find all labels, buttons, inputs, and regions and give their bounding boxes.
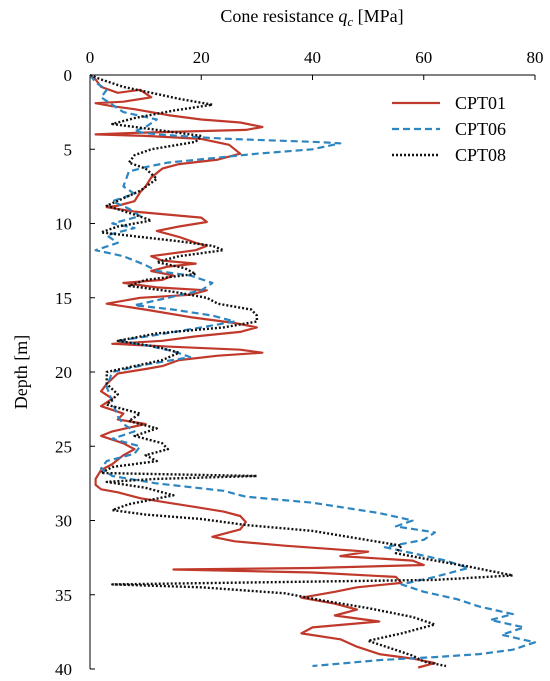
series-line-cpt01 (89, 74, 436, 669)
x-tick-label: 80 (527, 48, 544, 67)
x-axis-title: Cone resistance qc [MPa] (220, 6, 403, 29)
y-tick-label: 10 (55, 215, 72, 234)
y-tick-label: 0 (64, 66, 73, 85)
legend-label-cpt06: CPT06 (455, 119, 506, 139)
legend-label-cpt01: CPT01 (455, 93, 506, 113)
y-tick-label: 30 (55, 512, 72, 531)
y-tick-label: 25 (55, 437, 72, 456)
y-tick-label: 40 (55, 660, 72, 679)
x-ticks: 0 20 40 60 80 (86, 48, 544, 80)
plot-area: 0 20 40 60 80 0 5 10 15 20 25 30 35 40 (55, 48, 544, 679)
y-tick-label: 5 (64, 140, 73, 159)
series-line-cpt08 (89, 73, 514, 668)
x-tick-label: 40 (304, 48, 321, 67)
y-tick-label: 20 (55, 363, 72, 382)
y-ticks: 0 5 10 15 20 25 30 35 40 (55, 66, 95, 679)
legend: CPT01 CPT06 CPT08 (392, 93, 506, 165)
series-group (89, 73, 537, 669)
y-axis-title: Depth [m] (11, 335, 31, 409)
x-tick-label: 20 (193, 48, 210, 67)
y-tick-label: 35 (55, 586, 72, 605)
y-tick-label: 15 (55, 289, 72, 308)
legend-label-cpt08: CPT08 (455, 145, 506, 165)
x-tick-label: 0 (86, 48, 95, 67)
x-tick-label: 60 (415, 48, 432, 67)
series-line-cpt06 (89, 74, 537, 668)
